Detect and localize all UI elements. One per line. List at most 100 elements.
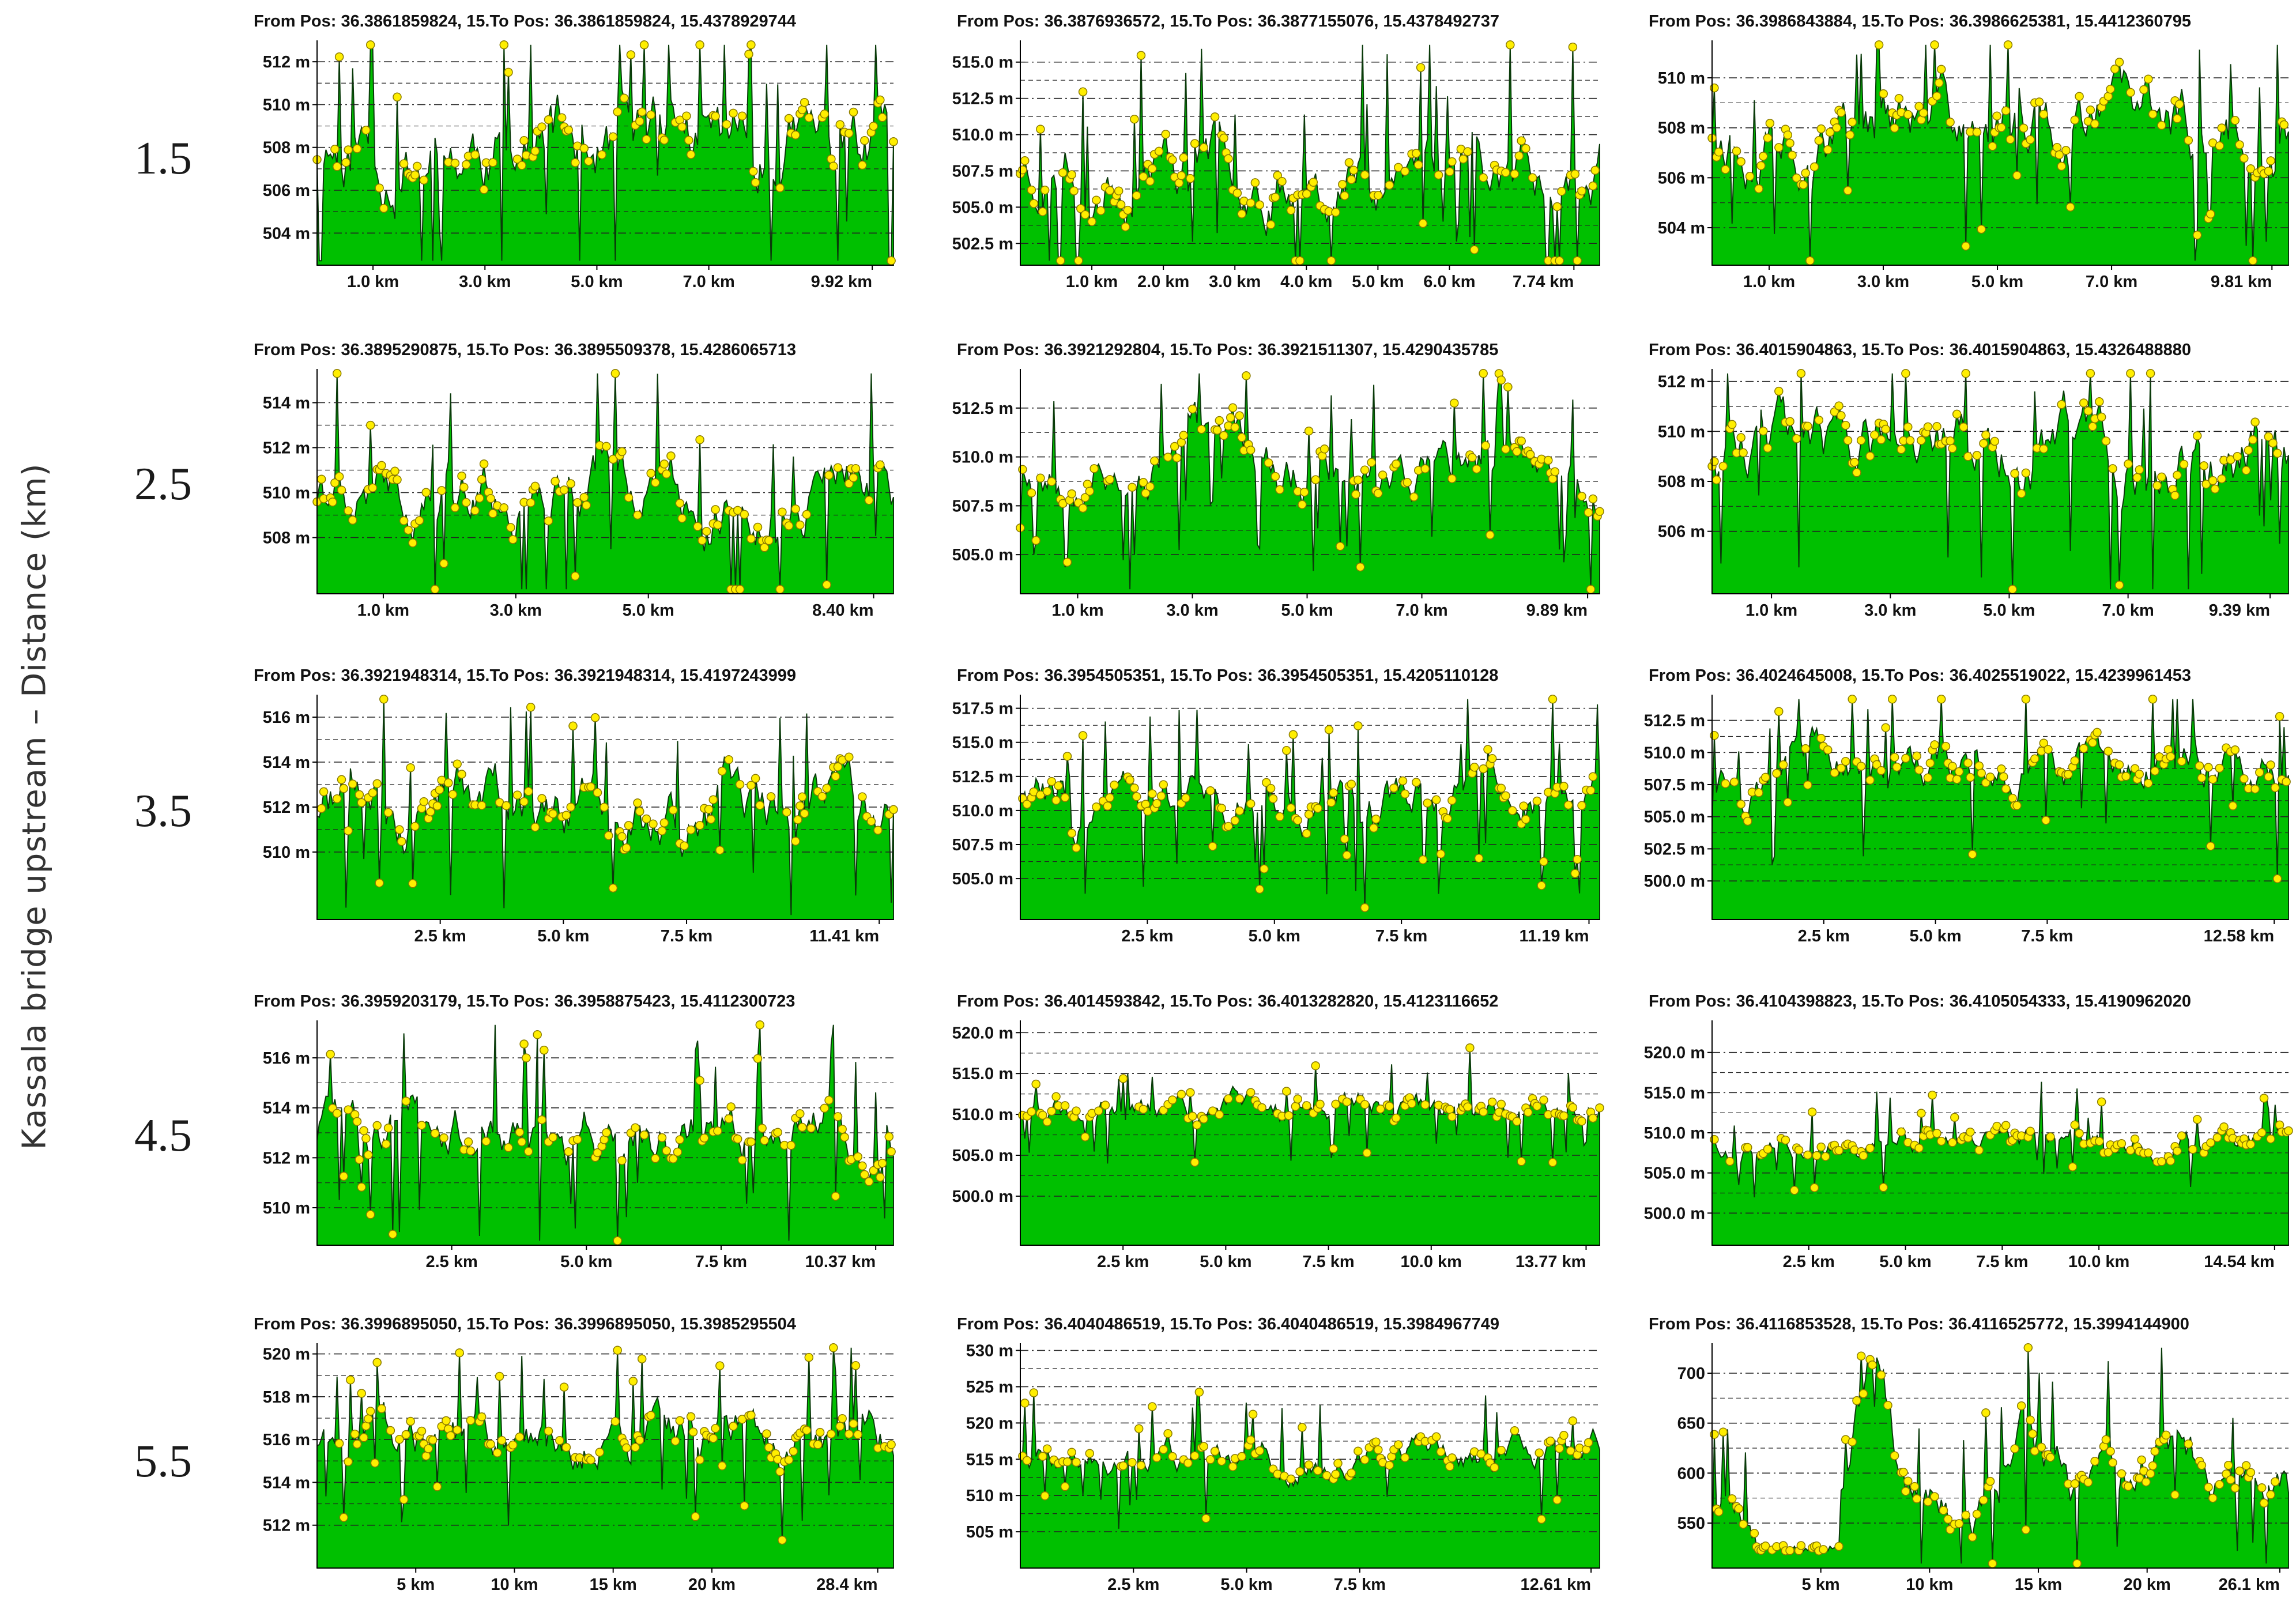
sample-point-marker (1814, 415, 1824, 425)
sample-point-marker (626, 50, 636, 59)
sample-point-marker (1816, 124, 1826, 134)
profile-chart: From Pos: 36.3876936572, 15.To Pos: 36.3… (952, 12, 1600, 291)
sample-point-marker (2241, 466, 2251, 475)
sample-point-marker (1431, 795, 1441, 805)
sample-point-marker (1136, 51, 1146, 60)
sample-point-marker (432, 1482, 442, 1491)
sample-point-marker (551, 477, 560, 486)
sample-point-marker (1304, 426, 1314, 436)
sample-point-marker (2166, 1156, 2176, 1166)
sample-point-marker (457, 770, 466, 779)
y-tick-label: 506 m (1658, 523, 1705, 541)
sample-point-marker (332, 1109, 342, 1118)
sample-point-marker (1152, 1453, 1162, 1463)
sample-point-marker (695, 1076, 704, 1085)
sample-point-marker (1754, 184, 1763, 194)
sample-point-marker (2117, 1139, 2127, 1148)
sample-point-marker (889, 805, 898, 815)
profile-panel: From Pos: 36.3921948314, 15.To Pos: 36.3… (254, 660, 898, 948)
sample-point-marker (1246, 799, 1256, 808)
elevation-area (1711, 1081, 2289, 1246)
y-tick-label: 510 m (263, 484, 310, 503)
sample-point-marker (621, 843, 631, 853)
sample-point-marker (1248, 1410, 1258, 1419)
sample-point-marker (1472, 464, 1481, 474)
sample-point-marker (2271, 783, 2280, 793)
sample-point-marker (2103, 747, 2113, 756)
sample-point-marker (1919, 108, 1928, 118)
sample-point-marker (1981, 430, 1990, 440)
sample-point-marker (2097, 412, 2106, 422)
sample-point-marker (2266, 760, 2275, 770)
sample-point-marker (1985, 772, 1995, 782)
sample-point-marker (2012, 171, 2022, 180)
x-tick-label: 7.5 km (1976, 1253, 2028, 1271)
sample-point-marker (1145, 176, 1155, 186)
y-tick-label: 502.5 m (1644, 840, 1705, 858)
x-tick-label: 2.0 km (1137, 273, 1189, 291)
sample-point-marker (435, 785, 444, 794)
sample-point-marker (1394, 163, 1403, 172)
sample-point-marker (2023, 1343, 2033, 1352)
elevation-area (316, 373, 894, 594)
sample-point-marker (2157, 1157, 2166, 1166)
sample-point-marker (1434, 170, 1443, 180)
sample-point-marker (1403, 478, 1412, 487)
sample-point-marker (582, 500, 591, 510)
sample-point-marker (1917, 1109, 1926, 1118)
sample-point-marker (1501, 168, 1510, 178)
sample-point-marker (800, 809, 809, 818)
sample-point-marker (800, 97, 809, 107)
sample-point-marker (537, 794, 546, 803)
sample-point-marker (2259, 1498, 2269, 1508)
sample-point-marker (2217, 474, 2226, 484)
sample-point-marker (784, 1455, 794, 1465)
sample-point-marker (1186, 174, 1195, 183)
sample-point-marker (1765, 119, 1775, 128)
sample-point-marker (613, 1236, 622, 1245)
sample-point-marker (1051, 796, 1061, 805)
sample-point-marker (486, 1439, 495, 1449)
sample-point-marker (1326, 256, 1336, 265)
sample-point-marker (1910, 1482, 1920, 1491)
sample-point-marker (2110, 65, 2120, 74)
sample-point-marker (633, 798, 642, 808)
sample-point-marker (419, 175, 429, 185)
y-tick-label: 520.0 m (1644, 1044, 1705, 1062)
sample-point-marker (1821, 1152, 1830, 1161)
sample-point-marker (1759, 426, 1768, 436)
sample-point-marker (2026, 1126, 2035, 1136)
sample-point-marker (1997, 764, 2006, 774)
sample-point-marker (659, 459, 669, 469)
sample-point-marker (1892, 762, 1902, 772)
sample-point-marker (2003, 40, 2013, 50)
sample-point-marker (1150, 456, 1159, 466)
sample-point-marker (2199, 461, 2209, 470)
sample-point-marker (617, 832, 627, 842)
sample-point-marker (657, 826, 667, 836)
sample-point-marker (608, 454, 618, 464)
sample-point-marker (1514, 151, 1524, 161)
sample-point-marker (797, 105, 807, 115)
sample-point-marker (466, 1146, 476, 1156)
sample-point-marker (1138, 478, 1148, 487)
sample-point-marker (651, 478, 660, 487)
sample-point-marker (1932, 1129, 1941, 1138)
sample-point-marker (1781, 1135, 1790, 1145)
sample-point-marker (2272, 874, 2282, 884)
sample-point-marker (2001, 784, 2011, 794)
sample-point-marker (419, 797, 429, 806)
sample-point-marker (377, 1404, 386, 1414)
sample-point-marker (1067, 489, 1076, 499)
sample-point-marker (450, 159, 460, 168)
sample-point-marker (368, 483, 378, 493)
sample-point-marker (365, 40, 375, 50)
sample-point-marker (330, 478, 340, 488)
sample-point-marker (2173, 114, 2182, 123)
sample-point-marker (372, 1121, 382, 1130)
sample-point-marker (669, 1154, 678, 1164)
sample-point-marker (1588, 181, 1598, 191)
sample-point-marker (1208, 842, 1217, 851)
sample-point-marker (1329, 1144, 1338, 1154)
sample-point-marker (1060, 1101, 1070, 1110)
